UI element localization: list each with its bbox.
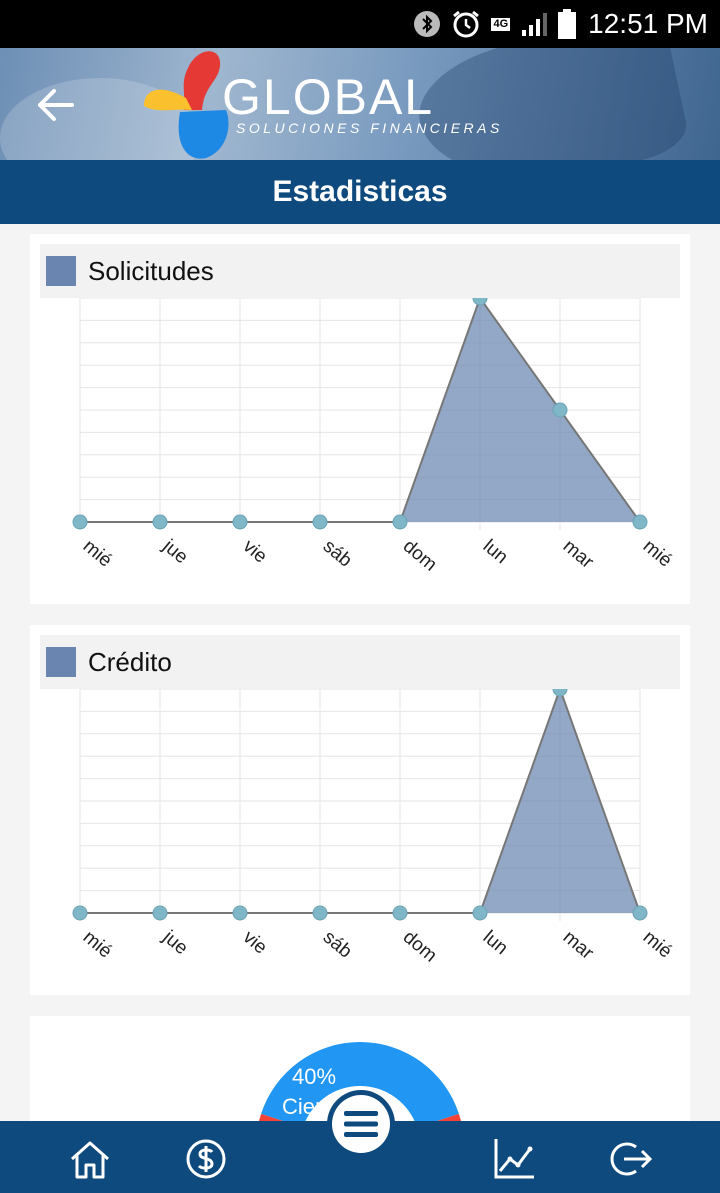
chart-legend: Crédito	[40, 635, 680, 689]
title-bar: Estadisticas	[0, 160, 720, 224]
x-tick-label: lun	[479, 536, 512, 568]
signal-icon	[522, 13, 548, 36]
x-tick-label: lun	[479, 927, 512, 959]
donut-slice-label: Cierr	[282, 1094, 330, 1119]
x-tick-label: mié	[79, 536, 116, 572]
status-bar: 4G 12:51 PM	[0, 0, 720, 48]
logo-name: GLOBAL	[222, 69, 435, 125]
data-point	[632, 514, 648, 530]
x-tick-label: mié	[639, 927, 676, 963]
x-tick-label: mié	[79, 927, 116, 963]
data-point	[152, 905, 168, 921]
menu-icon	[344, 1111, 378, 1137]
data-point	[152, 514, 168, 530]
solicitudes-chart-card: mié jue vie sáb dom lun mar mié Solicitudes	[30, 234, 690, 604]
series-line	[80, 295, 641, 523]
x-tick-label: mar	[559, 536, 598, 574]
page-title: Estadisticas	[272, 175, 448, 208]
data-point	[392, 514, 408, 530]
header-banner: GLOBAL SOLUCIONES FINANCIERAS	[0, 48, 720, 160]
x-tick-label: vie	[239, 536, 271, 568]
alarm-icon	[453, 10, 480, 38]
x-tick-label: jue	[158, 926, 192, 959]
chart-legend: Solicitudes	[40, 244, 680, 298]
status-time: 12:51 PM	[588, 8, 708, 39]
network-type: 4G	[491, 17, 511, 31]
menu-button[interactable]	[327, 1090, 395, 1158]
series-line	[80, 686, 641, 914]
series-area	[80, 298, 640, 522]
data-point	[312, 514, 328, 530]
data-point	[232, 514, 248, 530]
solicitudes-chart: mié jue vie sáb dom lun mar mié	[72, 290, 676, 576]
x-tick-label: dom	[399, 927, 441, 967]
x-tick-label: vie	[239, 927, 271, 959]
x-tick-label: sáb	[319, 927, 356, 963]
legend-swatch	[46, 647, 76, 677]
legend-swatch	[46, 256, 76, 286]
x-tick-label: sáb	[319, 536, 356, 572]
dollar-icon[interactable]	[182, 1135, 230, 1183]
stats-icon[interactable]	[490, 1135, 538, 1183]
x-tick-label: jue	[158, 535, 192, 568]
legend-label: Crédito	[88, 646, 172, 677]
bluetooth-icon	[414, 11, 441, 37]
data-point	[392, 905, 408, 921]
logo-tagline: SOLUCIONES FINANCIERAS	[236, 120, 503, 136]
donut-slice	[261, 1042, 459, 1128]
x-tick-label: mar	[559, 927, 598, 965]
logout-icon[interactable]	[606, 1135, 654, 1183]
data-point	[232, 905, 248, 921]
back-arrow-icon[interactable]	[36, 88, 76, 122]
donut-percent-label: 40%	[292, 1064, 336, 1089]
battery-icon	[558, 9, 577, 39]
credito-chart-card: mié jue vie sáb dom lun mar mié Crédito	[30, 625, 690, 995]
data-point	[472, 905, 488, 921]
x-tick-label: mié	[639, 536, 676, 572]
data-point	[312, 905, 328, 921]
credito-chart: mié jue vie sáb dom lun mar mié	[72, 681, 676, 967]
x-tick-label: dom	[399, 536, 441, 576]
data-point	[632, 905, 648, 921]
data-point	[552, 402, 568, 418]
home-icon[interactable]	[66, 1135, 114, 1183]
legend-label: Solicitudes	[88, 255, 214, 286]
data-point	[72, 514, 88, 530]
data-point	[72, 905, 88, 921]
company-logo-mark	[144, 51, 229, 159]
